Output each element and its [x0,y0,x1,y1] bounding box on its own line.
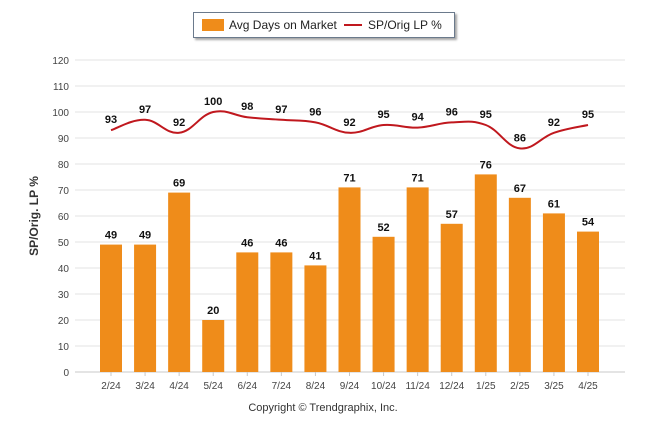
bar [236,252,259,372]
bar [406,187,429,372]
y-tick-label: 120 [52,56,69,67]
line-value-label: 95 [582,109,594,121]
line-value-label: 97 [139,104,151,116]
bar [202,320,225,372]
bar-value-label: 76 [480,159,492,171]
legend-item-bar: Avg Days on Market [202,18,337,32]
legend-item-line: SP/Orig LP % [344,18,442,32]
y-tick-label: 60 [58,212,70,223]
y-tick-label: 10 [58,342,70,353]
bar-value-label: 49 [139,230,151,242]
x-tick-label: 4/24 [169,381,189,392]
line-value-label: 93 [105,114,117,126]
bar-value-label: 57 [446,209,458,221]
bar-value-label: 69 [173,178,185,190]
y-tick-label: 90 [58,134,70,145]
x-tick-label: 10/24 [371,381,396,392]
y-tick-label: 40 [58,264,70,275]
line-value-label: 86 [514,132,526,144]
x-tick-label: 9/24 [340,381,360,392]
bar-value-label: 61 [548,198,560,210]
x-tick-label: 8/24 [306,381,326,392]
x-tick-label: 2/24 [101,381,121,392]
y-tick-label: 80 [58,160,70,171]
line-value-label: 92 [548,117,560,129]
legend-swatch-line [344,24,362,26]
line-value-label: 96 [446,106,458,118]
line-value-label: 95 [480,109,492,121]
bar-value-label: 54 [582,217,595,229]
line-value-label: 92 [343,117,355,129]
bar [168,192,191,372]
bar-value-label: 46 [241,237,253,249]
legend: Avg Days on Market SP/Orig LP % [193,12,455,38]
x-tick-label: 6/24 [238,381,258,392]
bar-value-label: 67 [514,183,526,195]
line-value-label: 92 [173,117,185,129]
series-line [110,110,589,150]
y-tick-label: 70 [58,186,70,197]
bar-value-label: 46 [275,237,287,249]
legend-label-bar: Avg Days on Market [229,18,337,32]
bar-value-label: 20 [207,305,219,317]
line-value-label: 94 [412,112,425,124]
bar-value-label: 52 [377,222,389,234]
line-value-label: 98 [241,101,253,113]
y-tick-label: 100 [52,108,69,119]
x-tick-label: 4/25 [578,381,598,392]
legend-label-line: SP/Orig LP % [368,18,442,32]
x-tick-label: 2/25 [510,381,530,392]
y-axis-label: SP/Orig. LP % [27,176,41,256]
y-tick-label: 50 [58,238,70,249]
line-value-label: 96 [309,106,321,118]
bar [270,252,293,372]
bar-value-label: 71 [412,172,424,184]
bar [508,197,531,372]
bar [542,213,565,372]
legend-swatch-bar [202,19,224,31]
x-tick-label: 12/24 [439,381,464,392]
line-value-label: 100 [204,96,222,108]
line-value-label: 95 [377,109,389,121]
copyright-text: Copyright © Trendgraphix, Inc. [248,402,398,414]
bar [338,187,361,372]
bar [577,231,599,372]
x-tick-label: 11/24 [405,381,430,392]
y-tick-label: 20 [58,316,70,327]
line-value-label: 97 [275,104,287,116]
bar [372,236,395,372]
bar [440,223,463,372]
bar [474,174,497,372]
bar [304,265,327,372]
x-tick-label: 3/24 [135,381,155,392]
bar-value-label: 49 [105,230,117,242]
x-tick-label: 3/25 [544,381,564,392]
bar-value-label: 71 [343,172,355,184]
x-tick-label: 7/24 [272,381,292,392]
x-tick-label: 5/24 [203,381,223,392]
x-tick-label: 1/25 [476,381,496,392]
y-tick-label: 110 [53,82,69,93]
y-tick-label: 30 [58,290,70,301]
y-tick-label: 0 [63,368,69,379]
bar [134,244,157,372]
bar [100,244,122,372]
bar-value-label: 41 [309,250,321,262]
